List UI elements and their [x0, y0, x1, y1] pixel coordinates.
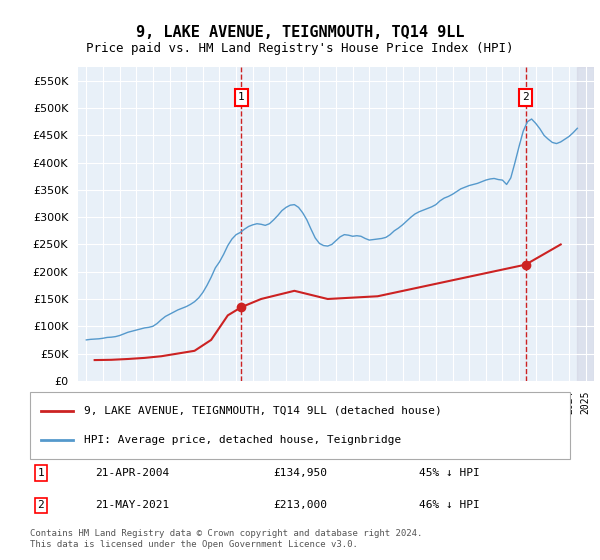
Text: 9, LAKE AVENUE, TEIGNMOUTH, TQ14 9LL (detached house): 9, LAKE AVENUE, TEIGNMOUTH, TQ14 9LL (de…: [84, 406, 442, 416]
Text: Contains HM Land Registry data © Crown copyright and database right 2024.
This d: Contains HM Land Registry data © Crown c…: [30, 529, 422, 549]
Text: HPI: Average price, detached house, Teignbridge: HPI: Average price, detached house, Teig…: [84, 435, 401, 445]
Text: £213,000: £213,000: [273, 501, 327, 510]
Text: 46% ↓ HPI: 46% ↓ HPI: [419, 501, 479, 510]
Text: 21-MAY-2021: 21-MAY-2021: [95, 501, 169, 510]
FancyBboxPatch shape: [30, 392, 570, 459]
Bar: [577, 67, 594, 381]
Text: 21-APR-2004: 21-APR-2004: [95, 468, 169, 478]
Text: Price paid vs. HM Land Registry's House Price Index (HPI): Price paid vs. HM Land Registry's House …: [86, 42, 514, 55]
Text: 2: 2: [522, 92, 529, 102]
Text: 9, LAKE AVENUE, TEIGNMOUTH, TQ14 9LL: 9, LAKE AVENUE, TEIGNMOUTH, TQ14 9LL: [136, 25, 464, 40]
Text: £134,950: £134,950: [273, 468, 327, 478]
Text: 2: 2: [37, 501, 44, 510]
Text: 1: 1: [238, 92, 245, 102]
Text: 1: 1: [37, 468, 44, 478]
Text: 45% ↓ HPI: 45% ↓ HPI: [419, 468, 479, 478]
